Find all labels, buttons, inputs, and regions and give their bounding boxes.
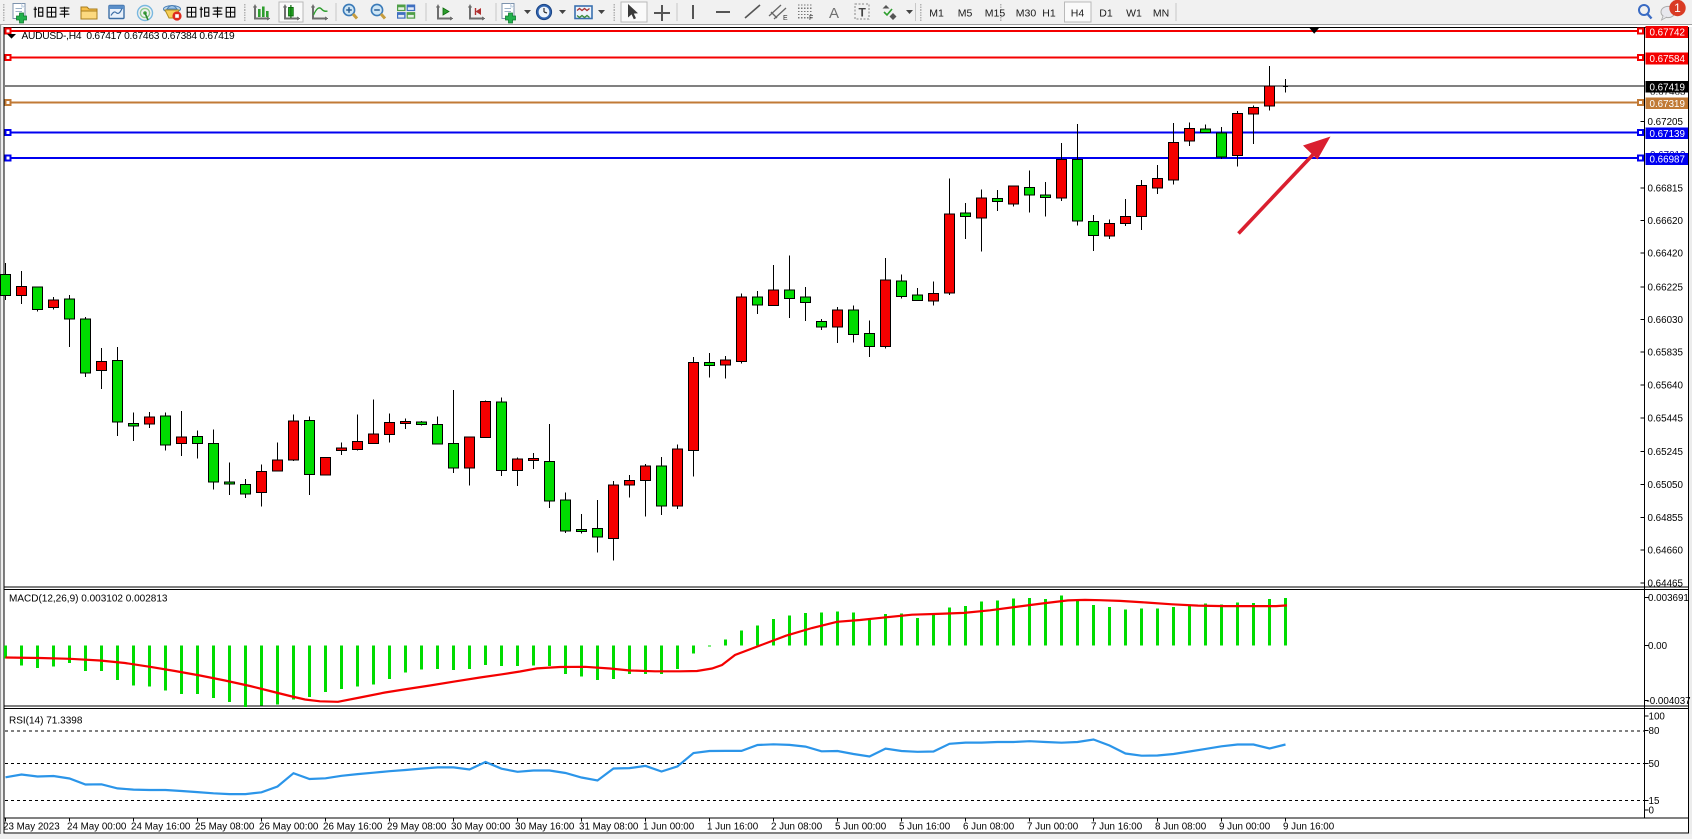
svg-text:0.65245: 0.65245 — [1648, 447, 1684, 458]
svg-text:15: 15 — [1649, 796, 1660, 807]
svg-text:0.64465: 0.64465 — [1648, 579, 1684, 590]
svg-text:MN: MN — [1153, 8, 1169, 20]
svg-text:RSI(14) 71.3398: RSI(14) 71.3398 — [9, 716, 83, 727]
svg-text:5 Jun 16:00: 5 Jun 16:00 — [899, 822, 951, 833]
svg-text:9 Jun 00:00: 9 Jun 00:00 — [1219, 822, 1271, 833]
svg-text:M5: M5 — [958, 8, 973, 20]
svg-text:T: T — [859, 6, 867, 20]
svg-text:-0.004037: -0.004037 — [1647, 696, 1691, 707]
svg-text:0.67584: 0.67584 — [1650, 54, 1686, 65]
svg-text:25 May 08:00: 25 May 08:00 — [195, 822, 255, 833]
svg-text:0.66987: 0.66987 — [1650, 155, 1685, 166]
svg-text:0.64660: 0.64660 — [1648, 546, 1684, 557]
svg-text:2 Jun 08:00: 2 Jun 08:00 — [771, 822, 823, 833]
svg-text:0.65835: 0.65835 — [1648, 348, 1684, 359]
svg-text:7 Jun 00:00: 7 Jun 00:00 — [1027, 822, 1079, 833]
svg-text:0.00: 0.00 — [1648, 641, 1668, 652]
svg-text:0.64855: 0.64855 — [1648, 513, 1684, 524]
svg-text:M15: M15 — [985, 8, 1006, 20]
svg-text:6 Jun 08:00: 6 Jun 08:00 — [963, 822, 1015, 833]
svg-text:31 May 08:00: 31 May 08:00 — [579, 822, 639, 833]
svg-text:0.66420: 0.66420 — [1648, 248, 1684, 259]
svg-text:23 May 2023: 23 May 2023 — [3, 822, 60, 833]
svg-text:0.003691: 0.003691 — [1648, 593, 1689, 604]
svg-text:7 Jun 16:00: 7 Jun 16:00 — [1091, 822, 1143, 833]
svg-text:AUDUSD-,H4 0.67417 0.67463 0.: AUDUSD-,H4 0.67417 0.67463 0.67384 0.674… — [22, 31, 236, 42]
svg-text:A: A — [829, 5, 839, 22]
svg-text:5 Jun 00:00: 5 Jun 00:00 — [835, 822, 887, 833]
svg-text:80: 80 — [1649, 726, 1660, 737]
svg-text:0.67139: 0.67139 — [1650, 129, 1685, 140]
svg-text:H4: H4 — [1071, 8, 1085, 20]
svg-text:30 May 00:00: 30 May 00:00 — [451, 822, 511, 833]
svg-text:0.67419: 0.67419 — [1650, 82, 1685, 93]
svg-text:26 May 00:00: 26 May 00:00 — [259, 822, 319, 833]
svg-text:M30: M30 — [1016, 8, 1037, 20]
svg-text:0.66815: 0.66815 — [1648, 184, 1684, 195]
svg-text:1 Jun 16:00: 1 Jun 16:00 — [707, 822, 759, 833]
svg-text:100: 100 — [1649, 711, 1666, 722]
svg-text:24 May 00:00: 24 May 00:00 — [67, 822, 127, 833]
svg-text:0.67463: 0.67463 — [1650, 87, 1686, 98]
svg-text:0.66620: 0.66620 — [1648, 216, 1684, 227]
svg-text:50: 50 — [1649, 759, 1660, 770]
svg-text:0.67319: 0.67319 — [1650, 99, 1685, 110]
svg-text:W1: W1 — [1126, 8, 1142, 20]
svg-text:M1: M1 — [929, 8, 944, 20]
svg-text:26 May 16:00: 26 May 16:00 — [323, 822, 383, 833]
svg-text:0.67742: 0.67742 — [1650, 28, 1685, 39]
svg-text:0.66225: 0.66225 — [1648, 282, 1684, 293]
svg-text:8 Jun 08:00: 8 Jun 08:00 — [1155, 822, 1207, 833]
svg-text:1 Jun 00:00: 1 Jun 00:00 — [643, 822, 695, 833]
svg-text:0.67013: 0.67013 — [1650, 150, 1686, 161]
svg-text:1: 1 — [1674, 1, 1681, 15]
svg-text:D1: D1 — [1099, 8, 1113, 20]
svg-text:MACD(12,26,9) 0.003102 0.00281: MACD(12,26,9) 0.003102 0.002813 — [9, 594, 168, 605]
svg-text:F: F — [809, 15, 813, 22]
svg-text:E: E — [783, 15, 788, 22]
svg-text:30 May 16:00: 30 May 16:00 — [515, 822, 575, 833]
svg-text:0: 0 — [1649, 806, 1655, 817]
svg-text:0.65445: 0.65445 — [1648, 413, 1684, 424]
svg-text:H1: H1 — [1042, 8, 1056, 20]
svg-text:0.65640: 0.65640 — [1648, 381, 1684, 392]
svg-text:24 May 16:00: 24 May 16:00 — [131, 822, 191, 833]
svg-text:0.66030: 0.66030 — [1648, 315, 1684, 326]
svg-text:0.67205: 0.67205 — [1648, 117, 1684, 128]
svg-text:9 Jun 16:00: 9 Jun 16:00 — [1283, 822, 1335, 833]
svg-text:0.65050: 0.65050 — [1648, 480, 1684, 491]
svg-text:29 May 08:00: 29 May 08:00 — [387, 822, 447, 833]
